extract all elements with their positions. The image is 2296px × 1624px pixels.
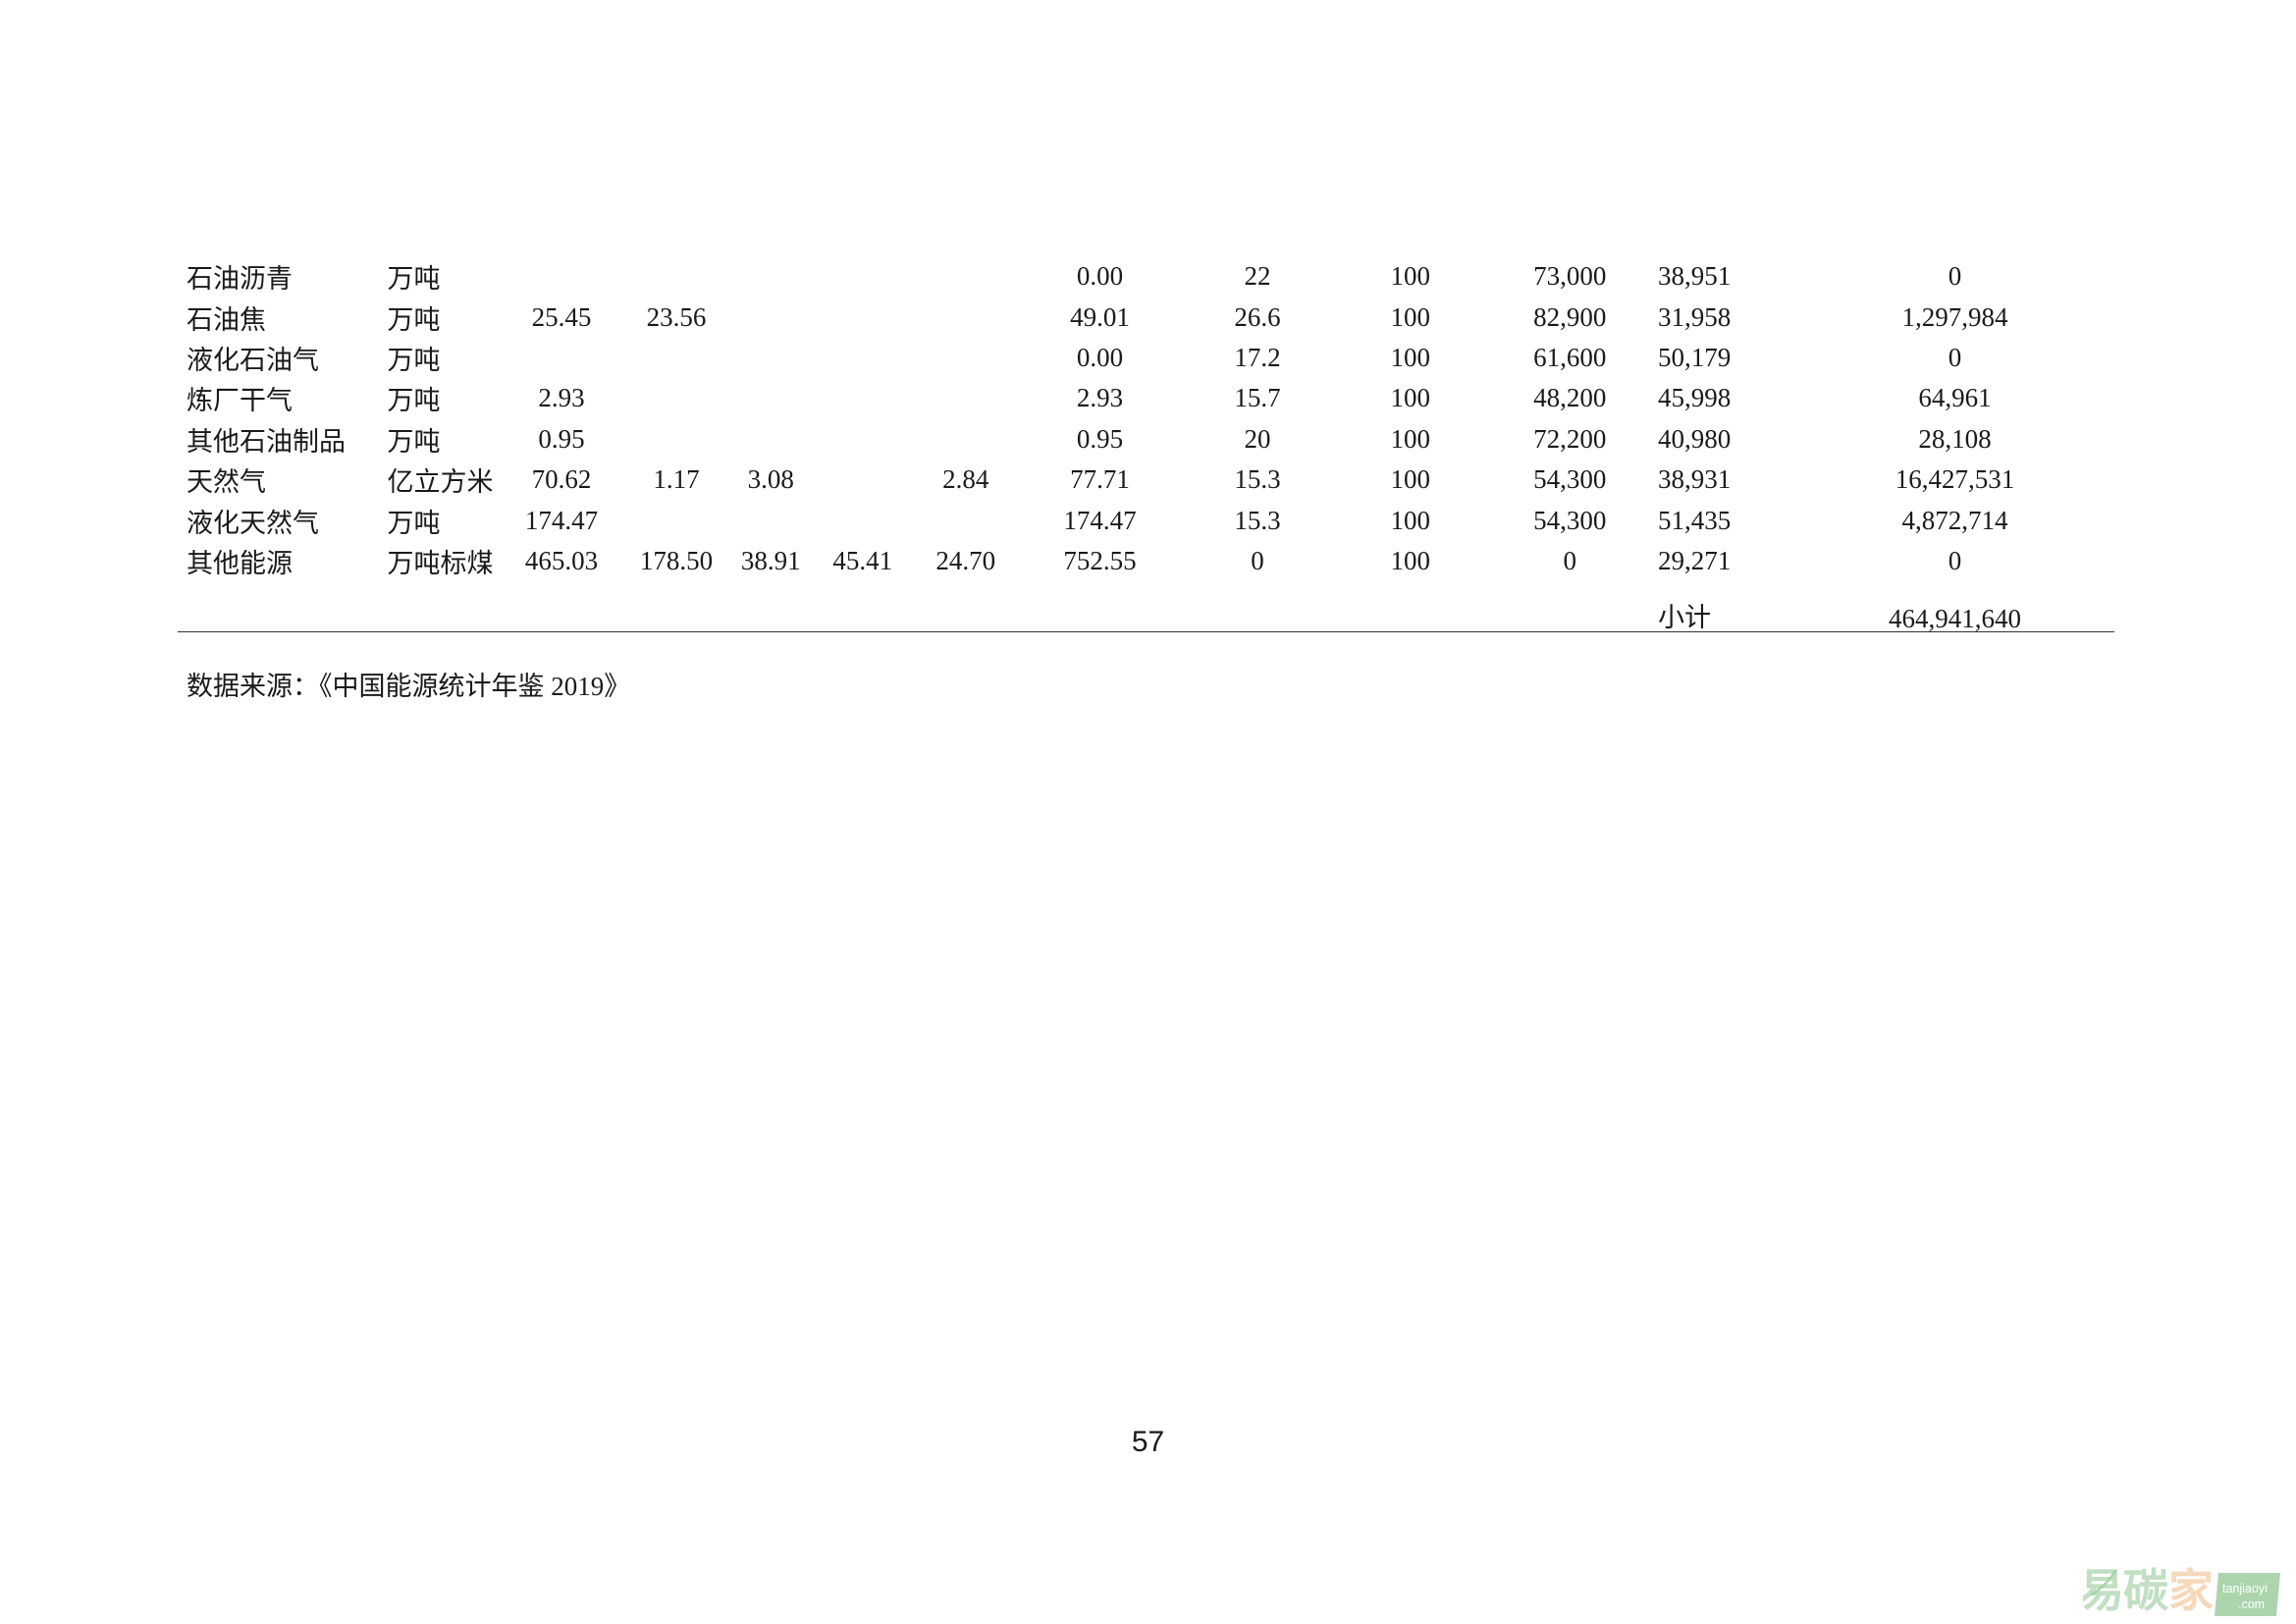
svg-text:碳: 碳 [2123,1565,2169,1616]
svg-text:.com: .com [2238,1597,2265,1611]
svg-text:易: 易 [2083,1565,2124,1616]
svg-text:家: 家 [2168,1565,2214,1616]
svg-text:tanjiaoyi: tanjiaoyi [2222,1582,2268,1596]
